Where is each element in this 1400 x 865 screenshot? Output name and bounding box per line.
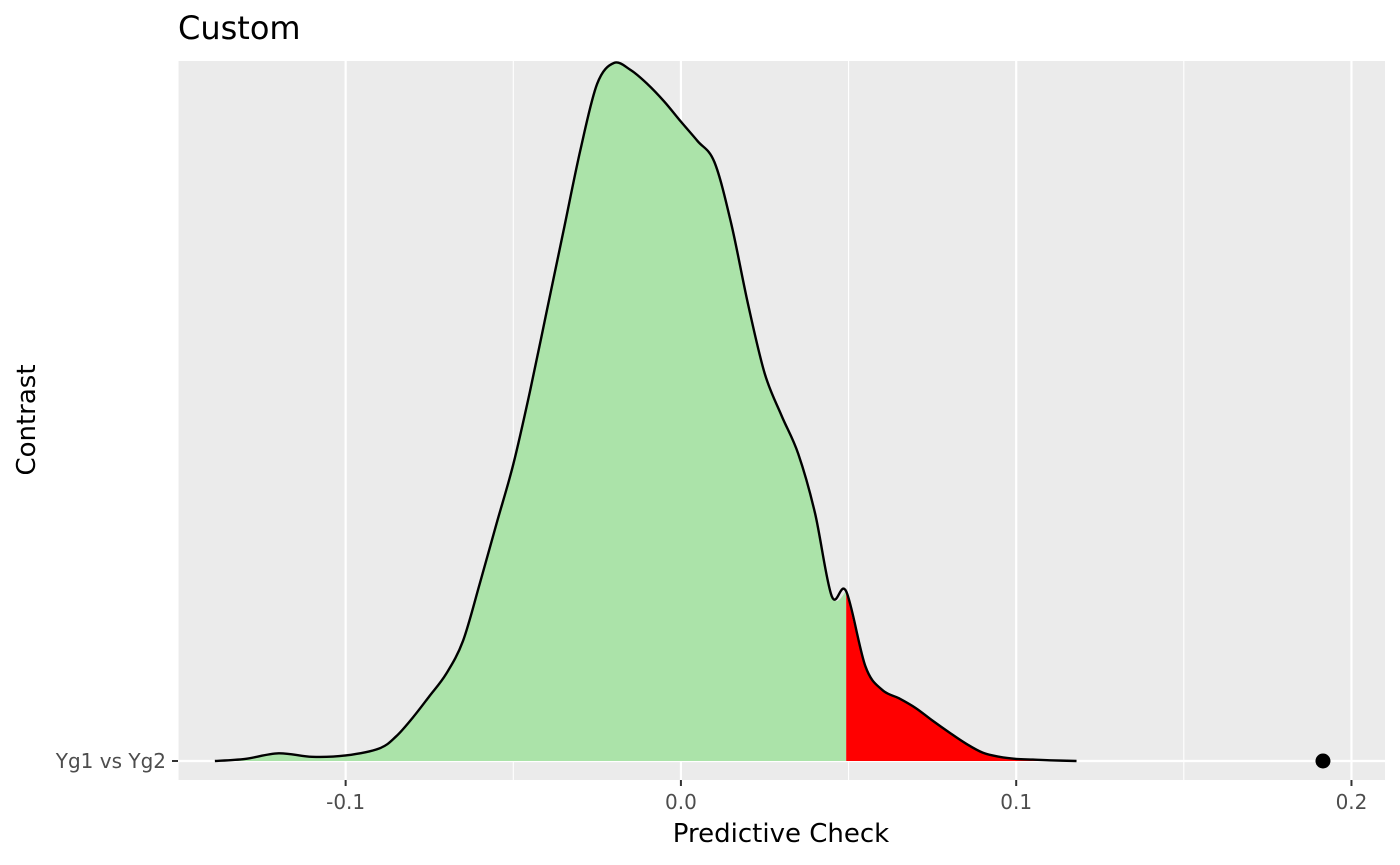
x-tick-label: 0.1 xyxy=(1000,790,1032,814)
x-tick-label: -0.1 xyxy=(326,790,365,814)
density-area-tail xyxy=(846,591,1077,761)
x-axis-title: Predictive Check xyxy=(673,819,889,849)
density-marks xyxy=(214,61,1331,769)
observed-point xyxy=(1315,753,1331,769)
x-axis: -0.1 0.0 0.1 0.2 xyxy=(326,780,1367,814)
y-axis: Yg1 vs Yg2 xyxy=(55,749,178,773)
y-category-label: Yg1 vs Yg2 xyxy=(55,749,166,773)
y-axis-title: Contrast xyxy=(12,364,42,475)
density-outline xyxy=(214,61,1077,763)
density-area-main xyxy=(214,62,847,761)
x-tick-label: 0.2 xyxy=(1336,790,1368,814)
chart-title: Custom xyxy=(178,9,301,47)
x-tick-label: 0.0 xyxy=(665,790,697,814)
